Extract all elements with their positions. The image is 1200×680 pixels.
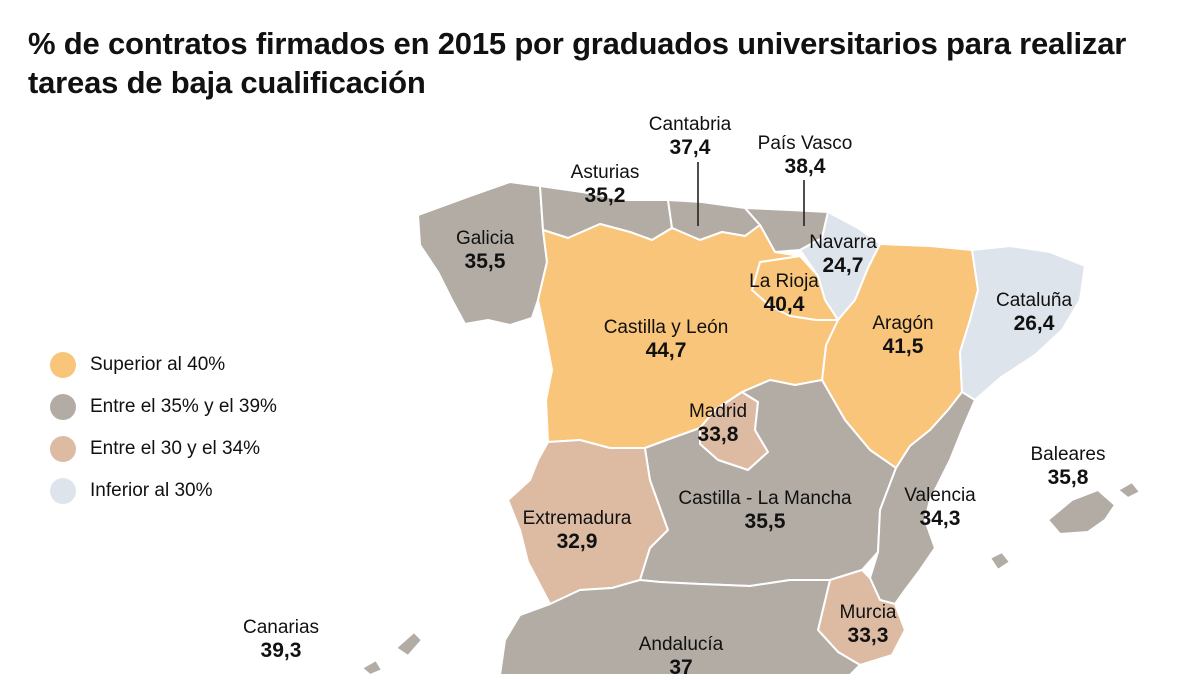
region-value: 24,7 bbox=[822, 254, 864, 277]
label-madrid: Madrid 33,8 bbox=[689, 401, 747, 447]
island-ibiza bbox=[989, 551, 1011, 571]
region-baleares bbox=[1047, 489, 1116, 535]
region-value: 33,3 bbox=[847, 624, 889, 647]
region-name: Canarias bbox=[242, 617, 320, 638]
legend-label: Entre el 35% y el 39% bbox=[90, 396, 277, 417]
island-menorca bbox=[1117, 481, 1141, 499]
region-andalucia bbox=[499, 579, 861, 675]
legend-item-entre-35-39: Entre el 35% y el 39% bbox=[50, 386, 277, 428]
region-value: 37 bbox=[669, 656, 693, 679]
region-name: Cantabria bbox=[648, 114, 732, 135]
legend-swatch bbox=[50, 478, 76, 504]
region-value: 41,5 bbox=[882, 335, 924, 358]
region-value: 37,4 bbox=[669, 136, 711, 159]
region-name: País Vasco bbox=[757, 133, 853, 154]
region-castilla-leon bbox=[537, 223, 839, 449]
label-asturias: Asturias 35,2 bbox=[571, 162, 640, 208]
label-galicia: Galicia 35,5 bbox=[456, 228, 514, 274]
region-name: Madrid bbox=[688, 401, 748, 422]
region-value: 32,9 bbox=[556, 530, 598, 553]
legend-label: Inferior al 30% bbox=[90, 480, 213, 501]
legend-swatch bbox=[50, 436, 76, 462]
legend-label: Entre el 30 y el 34% bbox=[90, 438, 261, 459]
region-value: 35,5 bbox=[744, 510, 786, 533]
label-castilla-la-mancha: Castilla - La Mancha 35,5 bbox=[678, 488, 851, 534]
label-la-rioja: La Rioja 40,4 bbox=[749, 271, 819, 317]
legend-item-inferior: Inferior al 30% bbox=[50, 470, 277, 512]
region-name: Aragón bbox=[872, 313, 934, 334]
region-name: La Rioja bbox=[749, 271, 819, 292]
region-name: Valencia bbox=[904, 485, 976, 506]
region-name: Castilla - La Mancha bbox=[678, 488, 852, 509]
label-canarias: Canarias 39,3 bbox=[243, 617, 319, 663]
legend: Superior al 40% Entre el 35% y el 39% En… bbox=[50, 344, 277, 512]
legend-swatch bbox=[50, 352, 76, 378]
legend-item-superior: Superior al 40% bbox=[50, 344, 277, 386]
legend-label: Superior al 40% bbox=[90, 354, 226, 375]
region-name: Navarra bbox=[809, 232, 877, 253]
label-extremadura: Extremadura 32,9 bbox=[523, 508, 632, 554]
label-navarra: Navarra 24,7 bbox=[809, 232, 877, 278]
map-title: % de contratos firmados en 2015 por grad… bbox=[28, 26, 1127, 100]
label-andalucia: Andalucía 37 bbox=[639, 634, 724, 680]
region-name: Extremadura bbox=[522, 508, 632, 529]
region-value: 39,3 bbox=[260, 639, 302, 662]
island-canarias-2 bbox=[361, 659, 383, 675]
region-name: Asturias bbox=[570, 162, 640, 183]
region-name: Baleares bbox=[1030, 444, 1106, 465]
region-value: 40,4 bbox=[763, 293, 805, 316]
region-name: Murcia bbox=[839, 602, 897, 623]
label-cantabria: Cantabria 37,4 bbox=[649, 114, 731, 160]
region-value: 35,8 bbox=[1047, 466, 1089, 489]
region-value: 26,4 bbox=[1013, 312, 1055, 335]
region-value: 38,4 bbox=[784, 155, 826, 178]
region-canarias bbox=[395, 631, 423, 657]
label-baleares: Baleares 35,8 bbox=[1031, 444, 1106, 490]
region-name: Castilla y León bbox=[603, 317, 729, 338]
region-cataluna bbox=[959, 245, 1086, 401]
region-galicia bbox=[417, 181, 548, 326]
label-cataluna: Cataluña 26,4 bbox=[996, 290, 1072, 336]
region-name: Galicia bbox=[455, 228, 515, 249]
region-value: 44,7 bbox=[645, 339, 687, 362]
region-value: 33,8 bbox=[697, 423, 739, 446]
label-castilla-leon: Castilla y León 44,7 bbox=[604, 317, 729, 363]
region-value: 34,3 bbox=[919, 507, 961, 530]
legend-item-entre-30-34: Entre el 30 y el 34% bbox=[50, 428, 277, 470]
label-aragon: Aragón 41,5 bbox=[872, 313, 933, 359]
region-name: Andalucía bbox=[638, 634, 724, 655]
region-value: 35,5 bbox=[464, 250, 506, 273]
label-murcia: Murcia 33,3 bbox=[839, 602, 896, 648]
legend-swatch bbox=[50, 394, 76, 420]
region-value: 35,2 bbox=[584, 184, 626, 207]
label-pais-vasco: País Vasco 38,4 bbox=[758, 133, 853, 179]
label-valencia: Valencia 34,3 bbox=[904, 485, 975, 531]
region-name: Cataluña bbox=[995, 290, 1073, 311]
